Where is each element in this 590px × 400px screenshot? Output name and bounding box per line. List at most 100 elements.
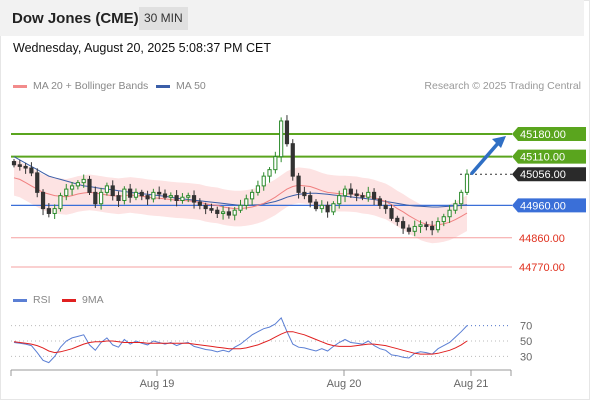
candle-body [325,204,330,213]
legend-rsi: RSI [13,294,51,306]
candle-body [69,185,75,190]
candle-body [145,195,150,200]
candle-body [64,188,69,197]
candle-body [337,195,342,205]
rsi-swatch [13,298,27,302]
candle-body [116,195,121,201]
candle-body [122,188,127,201]
candle-body [389,208,394,219]
candle-body [93,191,98,205]
candle-body [279,120,284,158]
candle-body [226,211,231,216]
timeframe-badge[interactable]: 30 MIN [139,7,188,30]
ma50-legend-label: MA 50 [176,80,206,92]
candle-body [273,156,278,171]
candle-body [424,224,429,227]
candle-body [168,195,173,198]
candle-body [412,225,417,232]
timestamp: Wednesday, August 20, 2025 5:08:37 PM CE… [13,41,272,55]
candle-body [296,175,301,193]
price-label-5: 44770.00 [519,262,565,274]
rsi-tick-label: 70 [520,321,532,333]
price-tag-bg-1 [512,149,586,164]
candle-body [383,204,388,210]
rsi-line [13,317,468,364]
candle-body [174,195,179,201]
candle-body [46,208,51,214]
candle-body [366,191,371,198]
price-tag-bg-3 [512,198,586,213]
candle-body [290,143,295,177]
candle-body [215,209,220,214]
candle-body [151,191,156,200]
candle-body [418,224,423,227]
candle-body [459,191,464,205]
ma50-swatch [156,84,170,88]
ma9-line [13,331,468,355]
ma20-swatch [13,84,27,88]
candle-body [401,221,406,229]
candle-body [220,211,226,214]
candle-body [23,165,28,169]
candle-body [128,188,133,198]
candle-body [133,191,139,198]
price-tag-bg-2 [512,167,586,182]
candle-body [11,161,17,166]
candle-body [441,216,446,223]
candle-body [250,191,255,200]
candle-body [453,203,458,211]
candle-body [232,209,237,216]
candle-body [191,195,197,203]
candle-body [331,203,336,213]
candle-body [17,164,22,167]
candle-body [35,172,40,193]
candle-body [81,178,86,184]
candle-body [284,120,290,145]
candle-body [99,191,104,205]
price-tag-bg-0 [512,126,586,141]
candle-body [308,195,313,203]
candle-body [29,167,34,174]
candle-body [319,204,324,210]
candle-body [255,185,261,193]
candle-body [139,191,144,197]
target-arrow-head [492,135,506,148]
legend-9ma: 9MA [62,294,104,306]
ma9-legend-label: 9MA [82,294,104,306]
candle-body [203,204,208,210]
rsi-tick-label: 50 [520,336,532,348]
research-credit: Research © 2025 Trading Central [424,80,581,92]
candle-body [395,217,400,223]
time-tick-label: Aug 19 [140,378,175,390]
price-label-3: 44960.00 [520,200,566,212]
candle-body [52,208,57,214]
candle-body [40,191,46,210]
legend-ma20: MA 20 + Bollinger Bands [13,80,148,92]
candle-body [104,185,110,193]
legend-ma50: MA 50 [156,80,206,92]
candle-body [377,198,382,206]
candle-body [87,178,92,193]
candle-body [435,221,441,231]
candle-body [342,188,348,197]
price-label-1: 45110.00 [520,152,565,164]
candle-body [110,185,115,197]
price-label-4: 44860.00 [519,233,565,245]
time-tick-label: Aug 21 [454,378,489,390]
rsi-legend-label: RSI [33,294,51,306]
candle-body [58,195,63,210]
candle-body [238,204,243,211]
candle-body [180,196,185,201]
price-label-0: 45180.00 [520,129,566,141]
candle-body [348,188,353,195]
candle-body [354,193,359,197]
rsi-tick-label: 30 [520,351,532,363]
candle-body [75,182,80,187]
candle-body [371,191,377,200]
candle-body [464,173,470,193]
candle-body [406,227,412,232]
candle-body [267,169,272,177]
candle-body [313,201,319,210]
candle-body [360,195,365,198]
